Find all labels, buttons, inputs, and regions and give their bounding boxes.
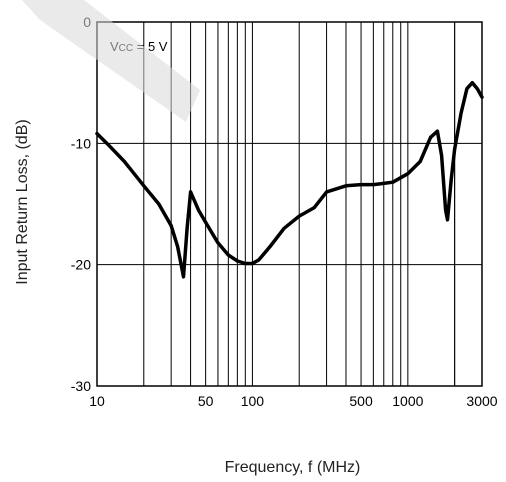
plot-frame bbox=[96, 21, 483, 387]
grid-lines bbox=[97, 22, 482, 386]
x-axis-label: Frequency, f (MHz) bbox=[225, 459, 361, 476]
x-tick-label: 500 bbox=[349, 393, 373, 409]
y-axis-label: Input Return Loss, (dB) bbox=[14, 119, 31, 284]
x-tick-label: 100 bbox=[241, 393, 265, 409]
x-tick-label: 1000 bbox=[392, 393, 423, 409]
watermark-stripe bbox=[22, 0, 200, 122]
y-tick-label: -20 bbox=[71, 257, 91, 273]
y-tick-label: -10 bbox=[71, 135, 91, 151]
x-tick-label: 10 bbox=[89, 393, 105, 409]
series-line bbox=[95, 80, 484, 279]
x-tick-label: 3000 bbox=[466, 393, 497, 409]
y-tick-label: -30 bbox=[71, 378, 91, 394]
x-tick-label: 50 bbox=[198, 393, 214, 409]
